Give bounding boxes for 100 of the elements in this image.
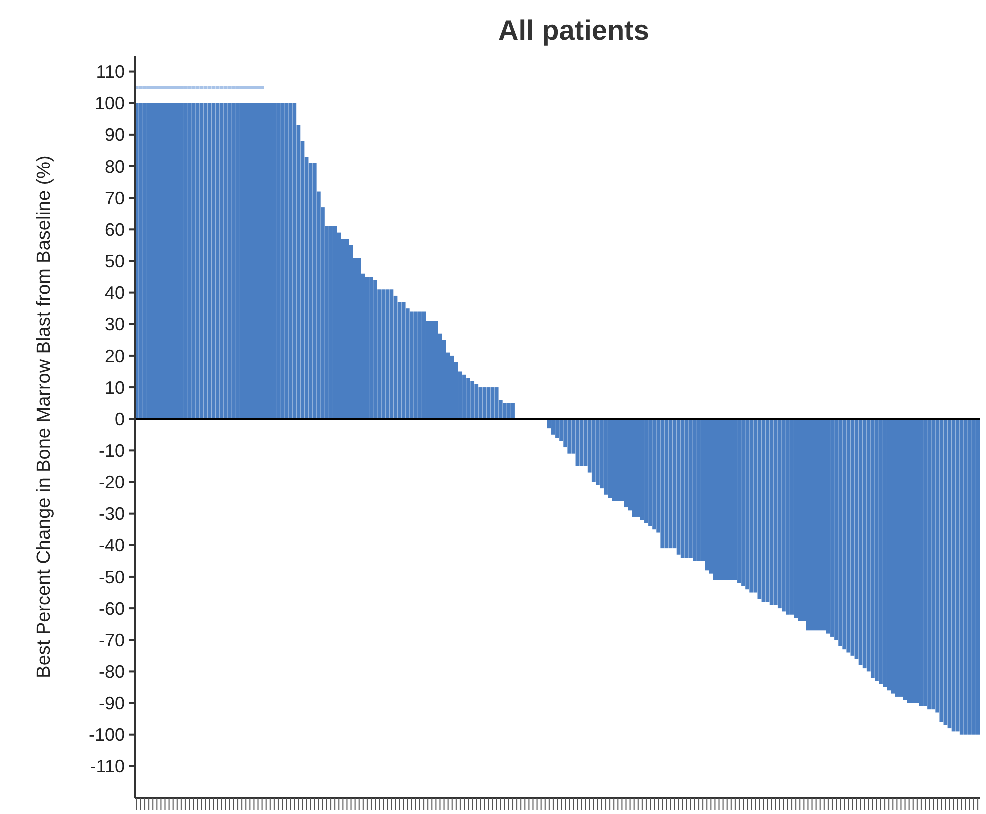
bar [733, 419, 738, 580]
bar [924, 419, 928, 706]
bar [717, 419, 722, 580]
bar [374, 280, 378, 420]
bar [236, 103, 240, 420]
y-tick-label: 80 [104, 156, 125, 177]
bar [268, 103, 272, 420]
bar [786, 419, 790, 615]
bar [511, 403, 515, 420]
bar [596, 419, 600, 486]
bar [382, 290, 386, 420]
bar [766, 419, 770, 602]
bar [224, 103, 228, 420]
bar [466, 378, 470, 420]
bar [216, 103, 220, 420]
y-tick-label: 0 [114, 409, 125, 430]
bar [196, 103, 200, 420]
bar [689, 419, 693, 558]
bar [790, 419, 794, 615]
bar [357, 258, 362, 420]
bar [240, 103, 244, 420]
bar [568, 419, 572, 454]
bar [899, 419, 904, 697]
bar [968, 419, 972, 735]
bar [664, 419, 669, 549]
bar [386, 290, 390, 420]
bar [875, 419, 879, 682]
bar [478, 388, 483, 420]
y-tick-label: 60 [104, 220, 125, 240]
bar [345, 239, 350, 420]
bar [462, 374, 466, 420]
y-tick-label: -80 [98, 662, 125, 682]
bar [450, 356, 454, 420]
bar [879, 419, 883, 684]
bar [204, 103, 208, 420]
bar [826, 419, 830, 634]
bar [648, 419, 652, 526]
bar [895, 419, 900, 697]
y-tick-label: -50 [98, 567, 125, 588]
bar [632, 419, 636, 517]
bar [200, 103, 204, 420]
bar [940, 419, 944, 722]
y-tick-label: -30 [98, 504, 125, 524]
bar [474, 384, 479, 420]
bar [738, 419, 742, 584]
bar [907, 419, 912, 704]
bar [175, 103, 180, 420]
bar [470, 381, 475, 420]
y-tick-label: -90 [98, 694, 125, 714]
bar [746, 419, 750, 590]
bar [151, 103, 156, 420]
bar [750, 419, 754, 593]
y-tick-label: -110 [90, 756, 125, 777]
y-tick-label: 100 [94, 94, 125, 114]
bar [920, 419, 924, 706]
bar [284, 103, 289, 420]
bar [838, 419, 843, 646]
bar [932, 419, 936, 710]
bar [915, 419, 920, 704]
bar [390, 290, 394, 420]
bar [333, 226, 338, 420]
bar [276, 103, 280, 420]
bar [676, 419, 681, 555]
bar [366, 277, 370, 420]
bar [139, 103, 143, 420]
bar [264, 103, 268, 420]
bar [697, 419, 701, 562]
bar [729, 419, 734, 580]
bar [592, 419, 596, 482]
bar [960, 419, 964, 735]
bar [184, 103, 188, 420]
bar [810, 419, 814, 631]
bar [292, 103, 297, 420]
bar [798, 419, 802, 622]
bar [402, 302, 406, 420]
bar [288, 103, 293, 420]
bar [770, 419, 774, 606]
bar [159, 103, 164, 420]
bar [232, 103, 236, 420]
bar [713, 419, 718, 580]
y-tick-label: 90 [104, 125, 125, 146]
bar [705, 419, 710, 571]
bar [887, 419, 892, 691]
bar [668, 419, 673, 549]
bar [502, 403, 507, 420]
bar [228, 103, 232, 420]
bar [928, 419, 932, 710]
bar [778, 419, 782, 609]
bar [964, 419, 968, 735]
bar [418, 312, 422, 420]
bar [212, 103, 216, 420]
bar [742, 419, 746, 586]
chart-title: All patients [498, 15, 650, 46]
bar [944, 419, 948, 726]
bar [410, 312, 414, 420]
bar [948, 419, 952, 729]
bar [280, 103, 284, 420]
bar [680, 419, 685, 558]
bar [422, 312, 426, 420]
bar [911, 419, 916, 704]
